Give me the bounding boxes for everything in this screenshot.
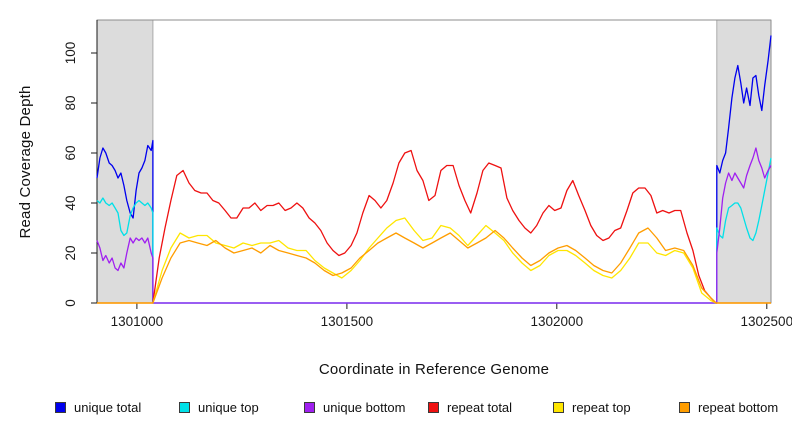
legend-label: repeat top xyxy=(572,400,631,415)
unique-total-line xyxy=(96,35,772,304)
unique-top-line xyxy=(96,157,772,304)
x-tick-label: 1302500 xyxy=(741,314,792,329)
y-tick-label: 40 xyxy=(63,195,78,210)
y-tick-label: 20 xyxy=(63,245,78,260)
legend-label: unique bottom xyxy=(323,400,406,415)
y-axis-title: Read Coverage Depth xyxy=(17,85,34,239)
legend-swatch-repeat-top xyxy=(553,402,564,413)
legend-swatch-unique-top xyxy=(179,402,190,413)
legend-label: repeat total xyxy=(447,400,513,415)
x-axis-title: Coordinate in Reference Genome xyxy=(318,361,550,378)
legend-label: unique total xyxy=(74,400,142,415)
legend-swatch-unique-bottom xyxy=(304,402,315,413)
repeat-bottom-line xyxy=(97,227,771,304)
x-tick-label: 1301500 xyxy=(321,314,374,329)
y-tick-label: 80 xyxy=(63,95,78,110)
legend-swatch-unique-total xyxy=(55,402,66,413)
legend-item-unique-top: unique top xyxy=(179,400,259,415)
repeat-top-line xyxy=(97,217,771,304)
legend-item-unique-bottom: unique bottom xyxy=(304,400,405,415)
x-tick-label: 1302000 xyxy=(531,314,584,329)
legend-label: repeat bottom xyxy=(698,400,779,415)
y-tick-label: 0 xyxy=(63,299,78,307)
legend-item-repeat-bottom: repeat bottom xyxy=(679,400,778,415)
legend-item-unique-total: unique total xyxy=(55,400,141,415)
legend-label: unique top xyxy=(198,400,259,415)
repeat-total-line xyxy=(97,149,771,304)
unique-bottom-line xyxy=(96,147,772,304)
legend-swatch-repeat-total xyxy=(428,402,439,413)
masked-region xyxy=(716,19,772,304)
x-tick-label: 1301000 xyxy=(111,314,164,329)
legend-item-repeat-top: repeat top xyxy=(553,400,631,415)
legend-item-repeat-total: repeat total xyxy=(428,400,512,415)
y-tick-label: 60 xyxy=(63,145,78,160)
y-tick-label: 100 xyxy=(63,42,78,65)
legend-swatch-repeat-bottom xyxy=(679,402,690,413)
coverage-plot: 1301000 1301500 1302000 1302500 0 20 40 60 80 100 xyxy=(63,19,792,329)
